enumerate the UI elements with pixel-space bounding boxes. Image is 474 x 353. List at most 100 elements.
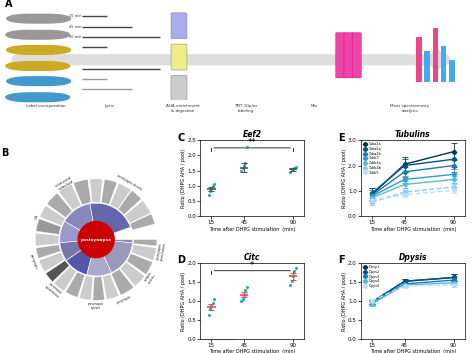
Wedge shape (80, 276, 93, 300)
FancyBboxPatch shape (171, 76, 187, 101)
Bar (449, 60, 455, 82)
Tubb3 (401, 177, 407, 181)
Line: Dpys2: Dpys2 (370, 276, 456, 304)
Point (292, 265, 300, 270)
FancyBboxPatch shape (352, 33, 361, 78)
Dnsy1 (401, 279, 407, 283)
Tubb5 (451, 188, 456, 192)
Point (239, 296, 246, 302)
Wedge shape (73, 179, 91, 205)
Line: Tuba2a: Tuba2a (370, 157, 456, 195)
Circle shape (78, 222, 114, 258)
Circle shape (17, 14, 61, 23)
Point (206, 306, 214, 312)
Circle shape (16, 62, 60, 70)
Wedge shape (87, 256, 111, 276)
Tuba1a (369, 192, 374, 197)
Dpys4 (369, 302, 374, 306)
Wedge shape (120, 262, 145, 286)
Text: perisynaptic: perisynaptic (29, 254, 38, 271)
Dpys5 (451, 283, 456, 287)
Text: 90 min: 90 min (69, 35, 82, 40)
Tuba2a (369, 191, 374, 196)
Legend: Tuba1a, Tuba2a, Tuba2b, Tubb3, Tubb4a, Tubb4b, Tubb5: Tuba1a, Tuba2a, Tuba2b, Tubb3, Tubb4a, T… (363, 142, 382, 175)
Point (209, 300, 217, 306)
Wedge shape (39, 252, 64, 272)
Text: B: B (1, 148, 8, 158)
Text: 15 min: 15 min (69, 14, 82, 18)
FancyBboxPatch shape (344, 33, 353, 78)
Wedge shape (66, 272, 84, 297)
Wedge shape (36, 245, 61, 258)
Point (206, 189, 214, 194)
Wedge shape (111, 269, 134, 295)
Tubb4b (401, 190, 407, 194)
Y-axis label: Ratio (DHPG AHA / pool): Ratio (DHPG AHA / pool) (181, 149, 186, 208)
Title: Dpysis: Dpysis (399, 253, 427, 262)
Tuba2b (451, 163, 456, 168)
Text: postsynaptic
specialization: postsynaptic specialization (156, 241, 168, 261)
Line: Dpys3: Dpys3 (370, 279, 456, 305)
Point (205, 312, 212, 318)
Wedge shape (60, 241, 82, 261)
Wedge shape (66, 250, 91, 275)
Point (205, 192, 212, 198)
Point (242, 160, 249, 166)
Dnsy1 (369, 300, 374, 304)
Point (291, 165, 298, 171)
Dpys5 (369, 299, 374, 303)
Text: E: E (338, 133, 345, 143)
Text: Mass spectrometry
analysis: Mass spectrometry analysis (390, 104, 429, 113)
Point (210, 296, 218, 302)
Point (242, 288, 249, 293)
Bar (425, 51, 430, 82)
FancyBboxPatch shape (171, 44, 187, 70)
Wedge shape (47, 193, 72, 217)
Text: C: C (178, 133, 185, 143)
Text: TMT 10plex
labeling: TMT 10plex labeling (234, 104, 258, 113)
Wedge shape (93, 277, 105, 300)
Wedge shape (133, 240, 157, 246)
Point (286, 282, 294, 288)
Wedge shape (54, 267, 76, 291)
Wedge shape (90, 179, 102, 202)
Dpys2 (451, 275, 456, 280)
Wedge shape (40, 206, 65, 226)
X-axis label: Time after DHPG stimulation  (min): Time after DHPG stimulation (min) (370, 349, 456, 353)
Y-axis label: Ratio (DHPG AHA / pool): Ratio (DHPG AHA / pool) (342, 149, 346, 208)
X-axis label: Time after DHPG stimulation  (min): Time after DHPG stimulation (min) (370, 227, 456, 232)
Text: postsynaptic density: postsynaptic density (116, 173, 143, 191)
Wedge shape (125, 201, 151, 223)
Text: AHA enrichment
& digestion: AHA enrichment & digestion (165, 104, 199, 113)
Text: PSD: PSD (31, 214, 36, 220)
X-axis label: Time after DHPG stimulation  (min): Time after DHPG stimulation (min) (209, 227, 295, 232)
Text: presynaptic
cytoskeleton: presynaptic cytoskeleton (44, 282, 63, 299)
Circle shape (7, 14, 50, 23)
Wedge shape (110, 183, 131, 209)
Circle shape (27, 77, 71, 85)
Point (208, 185, 215, 191)
Text: 45 min: 45 min (69, 25, 82, 29)
Bar (416, 37, 422, 82)
Circle shape (16, 93, 60, 102)
Point (208, 303, 215, 309)
Point (240, 293, 248, 298)
Y-axis label: Ratio (DHPG AHA / pool): Ratio (DHPG AHA / pool) (181, 271, 186, 330)
Title: Citc: Citc (244, 253, 260, 262)
Line: Dnsy1: Dnsy1 (370, 276, 456, 304)
Circle shape (26, 62, 70, 70)
Dpys4 (401, 283, 407, 287)
Circle shape (6, 93, 49, 102)
Circle shape (17, 77, 61, 85)
Tubb5 (369, 198, 374, 203)
Point (237, 168, 245, 173)
Point (288, 279, 295, 284)
Dpys4 (451, 281, 456, 285)
Tubb3 (451, 172, 456, 176)
Text: postsynapse: postsynapse (81, 238, 112, 241)
Dpys3 (451, 278, 456, 282)
Wedge shape (46, 261, 69, 282)
Text: F: F (338, 256, 345, 265)
Text: Mix: Mix (311, 104, 318, 108)
Y-axis label: Ratio (DHPG AHA / pool): Ratio (DHPG AHA / pool) (342, 271, 346, 330)
